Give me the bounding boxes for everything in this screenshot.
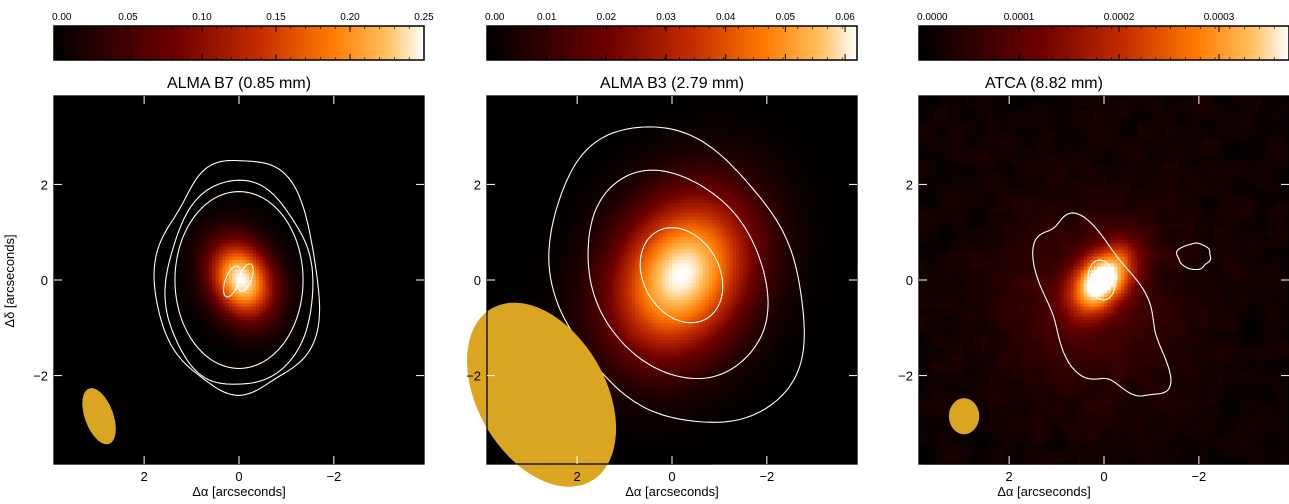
y-tick-label: 0 (474, 273, 481, 288)
y-tick-label: −2 (898, 369, 913, 384)
colorbar (919, 26, 1289, 60)
x-tick-label: 0 (1100, 469, 1107, 484)
colorbar-tick-label: 0.06 (835, 12, 855, 23)
colorbar-tick-label: 0.20 (340, 12, 360, 23)
colorbar (54, 26, 424, 60)
colorbar-tick-label: 0.0003 (1204, 12, 1235, 23)
x-tick-label: 2 (141, 469, 148, 484)
colorbar-tick-label: 0.04 (716, 12, 736, 23)
panel-3: 0.0000 0.0001 0.0002 0.0003 2 0 −2 2 0 −2 ATCA (8.… (898, 12, 1289, 499)
colorbar-tick-label: 0.00 (485, 12, 505, 23)
colorbar-tick-label: 0.01 (537, 12, 557, 23)
x-axis-label: Δα [arcseconds] (192, 484, 286, 499)
colorbar-tick-label: 0.15 (266, 12, 286, 23)
y-axis-label: Δδ [arcseconds] (2, 234, 17, 327)
x-tick-label: 2 (1006, 469, 1013, 484)
panel-1: 0.00 0.05 0.10 0.15 0.20 0.25 2 0 −2 2 0 −2 ALMA B7 … (33, 12, 434, 499)
colorbar-tick-label: 0.05 (776, 12, 796, 23)
colorbar-tick-label: 0.05 (118, 12, 138, 23)
x-axis-label: Δα [arcseconds] (997, 484, 1091, 499)
panel-title: ALMA B7 (0.85 mm) (167, 75, 311, 92)
y-tick-label: 2 (906, 177, 913, 192)
x-tick-label: 0 (668, 469, 675, 484)
colorbar-tick-label: 0.00 (52, 12, 72, 23)
y-tick-label: 0 (906, 273, 913, 288)
y-tick-label: −2 (33, 369, 48, 384)
colorbar-tick-label: 0.02 (597, 12, 617, 23)
y-tick-label: 2 (41, 177, 48, 192)
panel-title: ATCA (8.82 mm) (985, 75, 1103, 92)
panel-2: 0.00 0.01 0.02 0.03 0.04 0.05 0.06 2 0 −2 2 0 −2 ALMA… (436, 12, 857, 504)
colorbar-tick-label: 0.10 (192, 12, 212, 23)
colorbar-tick-label: 0.0000 (917, 12, 948, 23)
x-tick-label: 0 (235, 469, 242, 484)
y-tick-label: 0 (41, 273, 48, 288)
panel-title: ALMA B3 (2.79 mm) (600, 75, 744, 92)
y-tick-label: −2 (466, 369, 481, 384)
y-tick-label: 2 (474, 177, 481, 192)
colorbar (487, 26, 857, 60)
x-tick-label: −2 (759, 469, 774, 484)
colorbar-tick-label: 0.0002 (1104, 12, 1135, 23)
x-tick-label: −2 (326, 469, 341, 484)
colorbar-tick-label: 0.0001 (1004, 12, 1035, 23)
colorbar-tick-label: 0.03 (656, 12, 676, 23)
x-axis-label: Δα [arcseconds] (625, 484, 719, 499)
colorbar-tick-label: 0.25 (414, 12, 434, 23)
x-tick-label: 2 (574, 469, 581, 484)
beam-ellipse (949, 398, 979, 434)
x-tick-label: −2 (1191, 469, 1206, 484)
